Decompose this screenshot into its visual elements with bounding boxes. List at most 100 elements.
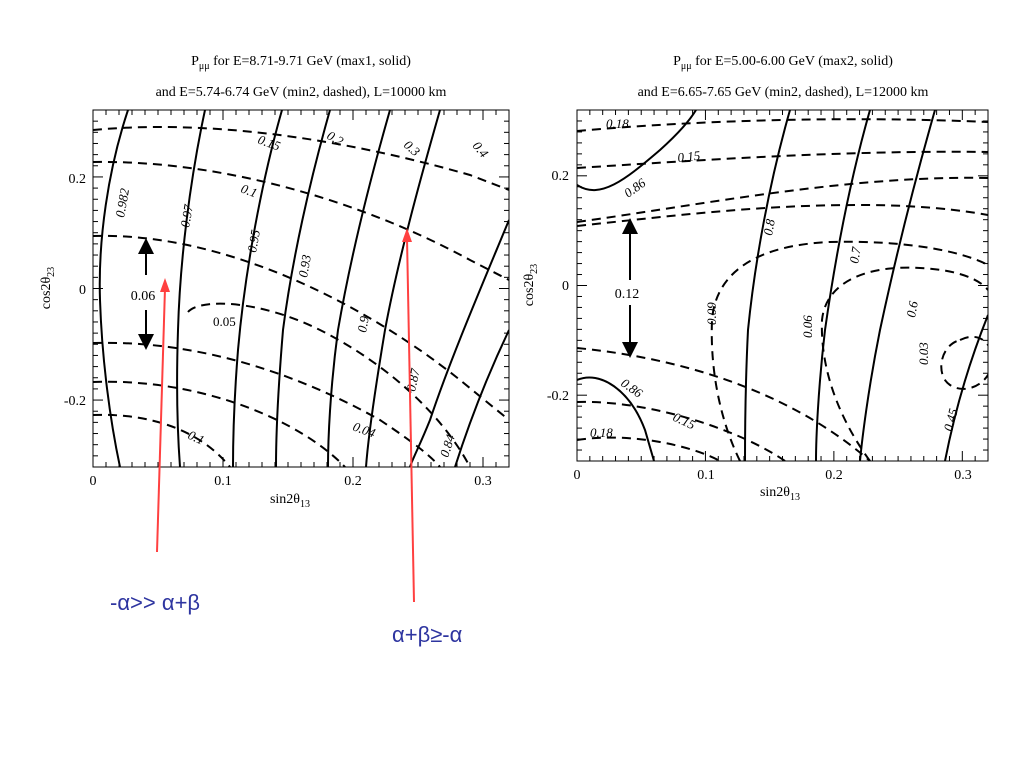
- solid-contour-086-bottom: [577, 376, 655, 461]
- label-018-top: 0.18: [606, 116, 629, 131]
- label-004: 0.04: [351, 419, 378, 441]
- label-006: 0.06: [800, 315, 815, 338]
- plot-left-ticks: [92, 109, 510, 468]
- annotation-arrows: [156, 228, 415, 603]
- plot-right-title-line2: and E=6.65-7.65 GeV (min2, dashed), L=12…: [638, 85, 929, 100]
- dashed-contour-018-top: [577, 118, 988, 132]
- plot-right-y-tick-labels: 0.2 0 -0.2: [547, 169, 569, 404]
- dashed-contour-015-bottom: [577, 400, 786, 461]
- plot-right-dashed: [577, 118, 988, 461]
- plot-right: Pμμ for E=5.00-6.00 GeV (max2, solid) an…: [522, 54, 989, 503]
- label-015: 0.15: [256, 132, 283, 154]
- label-01-bottom: 0.1: [186, 427, 207, 447]
- label-084: 0.84: [437, 432, 458, 459]
- label-06: 0.6: [903, 299, 921, 318]
- red-arrow-right: [406, 237, 415, 603]
- label-097: 0.97: [177, 203, 196, 229]
- y-tick-label: 0: [79, 283, 86, 298]
- label-005: 0.05: [213, 314, 236, 329]
- plot-right-frame: [576, 109, 989, 462]
- plot-left-title-line2: and E=5.74-6.74 GeV (min2, dashed), L=10…: [156, 85, 447, 100]
- plot-left-contours: [98, 110, 509, 467]
- annotation-right: α+β≥-α: [392, 622, 463, 647]
- plot-left: Pμμ for E=8.71-9.71 GeV (max1, solid) an…: [39, 54, 510, 510]
- label-095: 0.95: [244, 228, 263, 254]
- plot-left-bracket: 0.06: [131, 238, 156, 350]
- plot-left-ylabel: cos2θ23: [39, 267, 57, 309]
- label-08: 0.8: [760, 217, 778, 236]
- x-tick-label: 0.1: [697, 468, 715, 483]
- solid-contour-0982: [98, 110, 129, 467]
- annotation-left: -α>> α+β: [110, 590, 201, 615]
- solid-contour-09: [327, 110, 391, 467]
- dashed-contour-b: [93, 341, 441, 467]
- plot-left-contour-labels: 0.982 0.97 0.95 0.93 0.9 0.87 0.84 0.15 …: [112, 128, 492, 459]
- solid-contour-095: [232, 110, 283, 467]
- dashed-contour-b: [577, 203, 988, 227]
- plot-left-x-tick-labels: 0 0.1 0.2 0.3: [90, 474, 492, 489]
- solid-contour-084: [409, 219, 509, 467]
- label-01-top: 0.1: [239, 181, 259, 201]
- plot-right-contours: [577, 110, 988, 461]
- solid-contour-extra: [454, 329, 509, 467]
- x-tick-label: 0.1: [214, 474, 232, 489]
- bracket-label-left: 0.06: [131, 289, 156, 304]
- label-045: 0.45: [940, 406, 961, 432]
- y-tick-label: -0.2: [64, 394, 86, 409]
- label-0982: 0.982: [112, 187, 132, 219]
- solid-contour-086-top: [577, 110, 697, 191]
- dashed-contour-009: [710, 240, 988, 461]
- dashed-contour-018-bottom: [577, 436, 721, 461]
- plot-left-y-tick-labels: 0.2 0 -0.2: [64, 172, 86, 409]
- label-02: 0.2: [325, 128, 347, 149]
- label-009: 0.09: [704, 302, 719, 325]
- plot-right-xlabel: sin2θ13: [760, 485, 800, 503]
- plot-right-ylabel: cos2θ23: [522, 264, 540, 306]
- plot-left-dashed: [93, 126, 509, 467]
- red-arrowhead-left: [160, 278, 170, 292]
- x-tick-label: 0: [574, 468, 581, 483]
- solid-contour-093: [275, 110, 331, 467]
- plot-right-bracket: 0.12: [615, 218, 640, 358]
- plot-right-title-line1: Pμμ for E=5.00-6.00 GeV (max2, solid): [673, 54, 893, 72]
- solid-contour-07: [815, 110, 871, 461]
- y-tick-label: -0.2: [547, 389, 569, 404]
- bracket-label-right: 0.12: [615, 287, 640, 302]
- x-tick-label: 0.2: [344, 474, 362, 489]
- solid-contour-087: [365, 110, 441, 467]
- label-03: 0.3: [401, 137, 423, 159]
- x-tick-label: 0.3: [474, 474, 492, 489]
- dashed-contour-a: [577, 176, 988, 223]
- solid-contour-08: [744, 110, 791, 461]
- label-087: 0.87: [403, 367, 423, 393]
- label-07: 0.7: [846, 245, 864, 264]
- red-arrow-left: [156, 287, 166, 553]
- dashed-contour-015: [93, 126, 509, 191]
- solid-contour-045: [944, 314, 988, 461]
- x-tick-label: 0.3: [954, 468, 972, 483]
- y-tick-label: 0: [562, 279, 569, 294]
- dashed-contour-003: [940, 335, 988, 390]
- plot-left-xlabel: sin2θ13: [270, 492, 310, 510]
- label-015-top: 0.15: [677, 148, 702, 165]
- dashed-contour-a: [93, 234, 509, 421]
- dashed-contour-c: [93, 380, 346, 467]
- label-003: 0.03: [916, 342, 931, 365]
- dashed-contour-01-bottom: [93, 413, 231, 467]
- solid-contour-097: [176, 110, 206, 467]
- dashed-contour-006: [820, 266, 988, 461]
- x-tick-label: 0.2: [825, 468, 843, 483]
- solid-contour-06: [859, 110, 936, 461]
- label-09: 0.9: [354, 314, 372, 333]
- label-093: 0.93: [295, 253, 314, 279]
- plot-left-title-line1: Pμμ for E=8.71-9.71 GeV (max1, solid): [191, 54, 411, 72]
- x-tick-label: 0: [90, 474, 97, 489]
- label-015-bottom: 0.15: [671, 409, 698, 432]
- plot-right-x-tick-labels: 0 0.1 0.2 0.3: [574, 468, 972, 483]
- y-tick-label: 0.2: [552, 169, 570, 184]
- dashed-contour-015-top: [577, 150, 988, 169]
- dashed-contour-005: [187, 302, 471, 467]
- plot-right-ticks: [576, 109, 989, 462]
- red-arrowhead-right: [402, 228, 412, 242]
